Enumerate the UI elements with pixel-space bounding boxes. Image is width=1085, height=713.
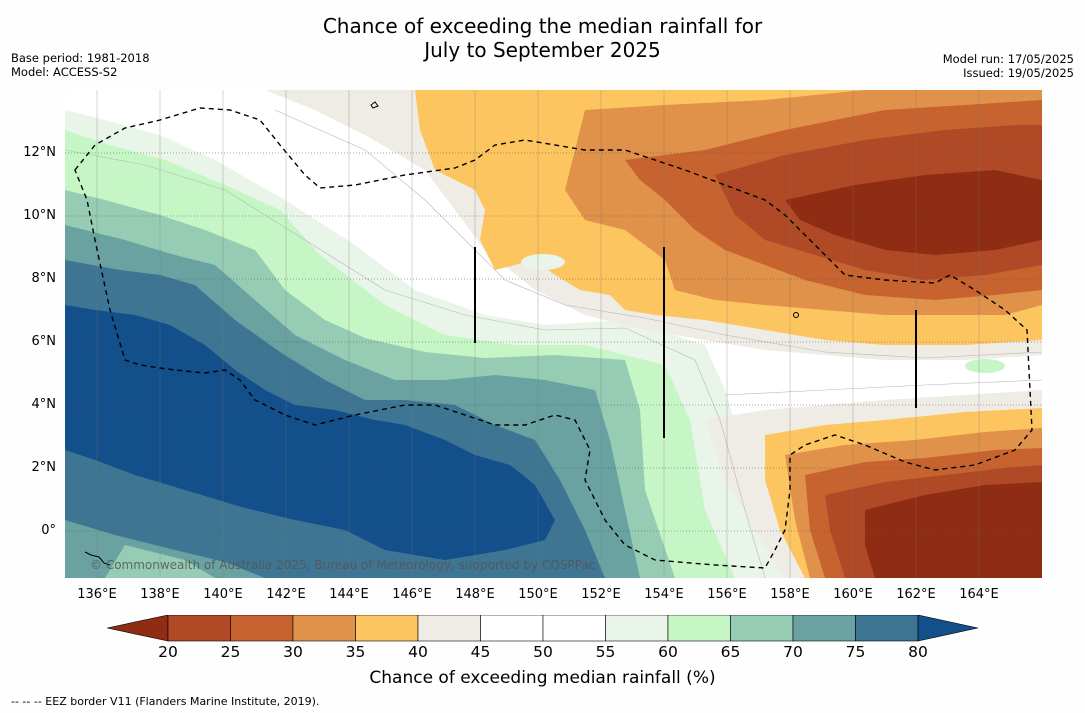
- lat-label-2n: 2°N: [31, 460, 57, 475]
- colorbar-tick-30: 30: [283, 643, 303, 661]
- lon-label-150e: 150°E: [518, 587, 558, 602]
- lon-label-136e: 136°E: [77, 587, 117, 602]
- colorbar-tick-65: 65: [720, 643, 741, 661]
- base-period-text: Base period: 1981-2018: [11, 51, 150, 65]
- colorbar-over-80: [917, 614, 979, 642]
- copyright-watermark: © Commonwealth of Australia 2025, Bureau…: [90, 558, 596, 572]
- lon-label-154e: 154°E: [644, 587, 684, 602]
- colorbar-45-50: [480, 614, 544, 642]
- colorbar-35-40: [355, 614, 419, 642]
- islands: [84, 101, 799, 566]
- region-under-20-south: [865, 482, 1042, 578]
- colorbar-tick-75: 75: [845, 643, 866, 661]
- colorbar-tick-70: 70: [783, 643, 803, 661]
- lon-label-144e: 144°E: [329, 587, 369, 602]
- colorbar-70-75: [792, 614, 856, 642]
- colorbar-65-70: [730, 614, 794, 642]
- region-over-80: [65, 305, 555, 560]
- lon-label-162e: 162°E: [896, 587, 936, 602]
- meta-right: Model run: 17/05/2025 Issued: 19/05/2025: [943, 52, 1074, 80]
- colorbar-tick-45: 45: [470, 643, 491, 661]
- colorbar-tick-50: 50: [533, 643, 553, 661]
- lon-label-146e: 146°E: [392, 587, 432, 602]
- region-55-60-patch: [521, 254, 565, 270]
- colorbar: [106, 614, 979, 647]
- eez-legend-note: -- -- -- EEZ border V11 (Flanders Marine…: [11, 695, 320, 708]
- colorbar-tick-55: 55: [595, 643, 616, 661]
- contour-lines: [65, 109, 1042, 578]
- lon-label-138e: 138°E: [140, 587, 180, 602]
- vertical-markers: [474, 247, 917, 438]
- colorbar-60-65: [667, 614, 731, 642]
- meta-left: Base period: 1981-2018 Model: ACCESS-S2: [11, 51, 150, 79]
- colorbar-tick-25: 25: [220, 643, 241, 661]
- lon-label-140e: 140°E: [203, 587, 243, 602]
- colorbar-25-30: [230, 614, 294, 642]
- lon-label-152e: 152°E: [581, 587, 621, 602]
- colorbar-55-60: [605, 614, 669, 642]
- forecast-map: [65, 90, 1042, 578]
- title-line-2: July to September 2025: [424, 38, 661, 62]
- lat-label-10n: 10°N: [23, 208, 56, 223]
- issued-text: Issued: 19/05/2025: [963, 66, 1074, 80]
- model-text: Model: ACCESS-S2: [11, 65, 118, 79]
- lat-label-6n: 6°N: [31, 334, 57, 349]
- map-title: Chance of exceeding the median rainfall …: [0, 14, 1085, 62]
- colorbar-label: Chance of exceeding median rainfall (%): [369, 668, 716, 688]
- eez-border: [74, 107, 1033, 569]
- forecast-map-svg: [65, 90, 1042, 578]
- region-under-20-north: [785, 170, 1042, 255]
- lon-label-156e: 156°E: [707, 587, 747, 602]
- lon-label-160e: 160°E: [833, 587, 873, 602]
- colorbar-under-20: [106, 614, 169, 642]
- lon-label-142e: 142°E: [266, 587, 306, 602]
- region-60-65-patch: [965, 359, 1005, 373]
- colorbar-tick-40: 40: [408, 643, 428, 661]
- graticule: [65, 152, 1042, 532]
- colorbar-tick-80: 80: [908, 643, 928, 661]
- title-line-1: Chance of exceeding the median rainfall …: [322, 14, 763, 38]
- colorbar-20-25: [167, 614, 231, 642]
- lat-label-12n: 12°N: [23, 145, 56, 160]
- colorbar-30-35: [292, 614, 356, 642]
- colorbar-75-80: [855, 614, 919, 642]
- model-run-text: Model run: 17/05/2025: [942, 52, 1074, 66]
- lon-label-148e: 148°E: [455, 587, 495, 602]
- colorbar-40-45: [417, 614, 481, 642]
- colorbar-tick-35: 35: [345, 643, 366, 661]
- colorbar-50-55: [542, 614, 606, 642]
- colorbar-tick-60: 60: [658, 643, 678, 661]
- lat-label-8n: 8°N: [31, 271, 57, 286]
- colorbar-svg: [106, 614, 979, 642]
- lon-label-164e: 164°E: [959, 587, 999, 602]
- colorbar-tick-20: 20: [158, 643, 178, 661]
- lat-label-4n: 4°N: [31, 397, 57, 412]
- lat-label-0: 0°: [41, 523, 56, 538]
- lon-label-158e: 158°E: [770, 587, 810, 602]
